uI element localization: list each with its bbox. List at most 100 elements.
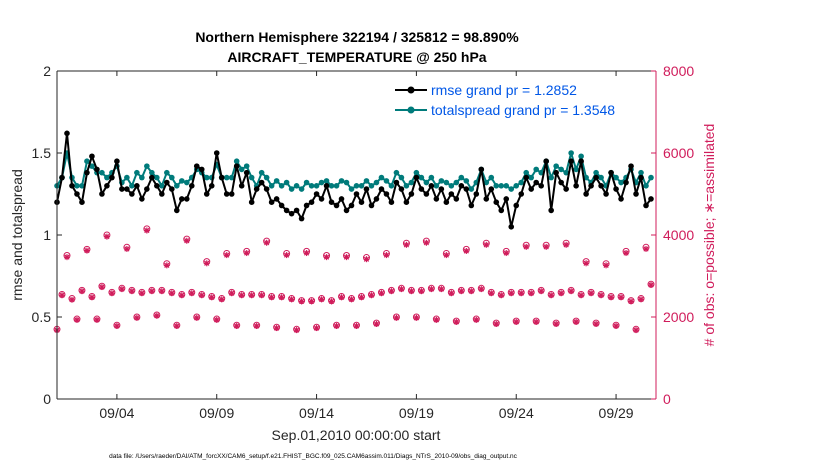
- rmse-point: [308, 199, 315, 205]
- totalspread-point: [238, 166, 245, 173]
- obs-assimilated-stroke: [104, 234, 110, 240]
- obs-assimilated-stroke: [513, 319, 519, 325]
- totalspread-point: [178, 178, 185, 184]
- rmse-point: [523, 174, 530, 181]
- obs-assimilated-stroke: [628, 298, 634, 305]
- rmse-point: [348, 202, 355, 209]
- obs-assimilated-stroke: [259, 292, 265, 298]
- totalspread-point: [433, 183, 440, 189]
- rmse-point: [603, 191, 609, 197]
- rmse-point: [453, 196, 460, 202]
- y-right-tick-label: 4000: [663, 227, 694, 243]
- obs-assimilated-marker: [223, 252, 230, 259]
- rmse-point: [313, 191, 320, 197]
- obs-assimilated-stroke: [84, 247, 90, 254]
- x-tick-label: 09/04: [99, 405, 134, 421]
- totalspread-point: [134, 169, 140, 176]
- obs-assimilated-stroke: [448, 290, 454, 296]
- totalspread-point: [308, 183, 315, 189]
- x-axis-label: Sep.01,2010 00:00:00 start: [272, 427, 441, 443]
- obs-assimilated-stroke: [244, 250, 250, 256]
- obs-assimilated-stroke: [189, 290, 195, 296]
- rmse-point: [129, 191, 135, 197]
- totalspread-point: [74, 183, 80, 189]
- obs-assimilated-stroke: [184, 238, 190, 244]
- obs-assimilated-marker: [133, 314, 140, 321]
- obs-assimilated-marker: [203, 260, 210, 267]
- totalspread-point: [448, 183, 455, 189]
- obs-assimilated-marker: [293, 327, 300, 334]
- totalspread-point: [273, 178, 280, 184]
- obs-assimilated-marker: [433, 316, 440, 323]
- obs-assimilated-marker: [248, 292, 255, 299]
- rmse-point: [623, 179, 629, 186]
- rmse-point: [253, 186, 260, 192]
- obs-assimilated-marker: [638, 296, 645, 303]
- obs-assimilated-marker: [453, 318, 460, 325]
- obs-assimilated-stroke: [333, 323, 340, 329]
- rmse-point: [183, 196, 190, 202]
- totalspread-point: [323, 178, 330, 184]
- obs-assimilated-stroke: [194, 315, 200, 321]
- obs-assimilated-stroke: [94, 317, 100, 323]
- totalspread-point: [463, 178, 470, 184]
- totalspread-point: [89, 163, 95, 169]
- obs-assimilated-stroke: [234, 323, 240, 329]
- rmse-point: [418, 186, 425, 192]
- obs-assimilated-marker: [333, 323, 340, 330]
- obs-assimilated-stroke: [124, 246, 130, 252]
- totalspread-point: [523, 169, 530, 176]
- obs-assimilated-marker: [418, 288, 425, 295]
- obs-assimilated-marker: [553, 320, 560, 327]
- obs-assimilated-marker: [198, 292, 205, 299]
- totalspread-point: [373, 179, 380, 186]
- rmse-point: [64, 130, 70, 137]
- obs-assimilated-marker: [378, 290, 385, 297]
- obs-assimilated-marker: [403, 241, 410, 248]
- rmse-point: [548, 207, 554, 214]
- rmse-point: [628, 163, 634, 169]
- obs-assimilated-stroke: [563, 242, 569, 248]
- totalspread-point: [438, 178, 445, 184]
- obs-assimilated-stroke: [368, 292, 375, 298]
- totalspread-point: [408, 179, 415, 186]
- obs-assimilated-stroke: [508, 290, 514, 296]
- rmse-point: [593, 174, 599, 181]
- obs-assimilated-marker: [598, 292, 605, 299]
- obs-assimilated-stroke: [129, 288, 135, 294]
- obs-assimilated-marker: [483, 241, 490, 248]
- legend-totalspread-text: totalspread grand pr = 1.3548: [431, 102, 615, 118]
- obs-assimilated-marker: [188, 290, 195, 297]
- plot-area: [53, 70, 657, 400]
- rmse-point: [373, 196, 380, 202]
- obs-assimilated-marker: [58, 292, 65, 299]
- totalspread-point: [453, 179, 460, 186]
- obs-assimilated-marker: [253, 323, 260, 330]
- obs-assimilated-stroke: [388, 288, 395, 294]
- rmse-point: [328, 199, 335, 205]
- obs-assimilated-marker: [143, 227, 150, 234]
- obs-assimilated-stroke: [343, 254, 350, 260]
- obs-assimilated-marker: [558, 290, 565, 297]
- obs-assimilated-marker: [168, 290, 175, 297]
- obs-assimilated-stroke: [323, 254, 330, 260]
- obs-assimilated-marker: [393, 314, 400, 321]
- rmse-point: [358, 199, 365, 205]
- totalspread-point: [593, 169, 599, 176]
- rmse-point: [298, 215, 305, 222]
- totalspread-point: [378, 174, 385, 181]
- y-left-tick-label: 2: [43, 63, 51, 79]
- obs-assimilated-stroke: [288, 296, 295, 302]
- totalspread-point: [169, 174, 175, 181]
- obs-assimilated-marker: [578, 292, 585, 299]
- x-axis-ticks: 09/04 09/09 09/14 09/19 09/24 09/29: [99, 71, 634, 421]
- obs-assimilated-stroke: [144, 227, 150, 234]
- obs-assimilated-marker: [508, 290, 515, 297]
- rmse-point: [303, 202, 310, 209]
- totalspread-point: [568, 150, 574, 156]
- totalspread-point: [363, 178, 370, 184]
- rmse-point: [413, 174, 420, 181]
- rmse-point: [99, 191, 105, 197]
- totalspread-point: [618, 179, 624, 186]
- obs-assimilated-marker: [518, 290, 525, 297]
